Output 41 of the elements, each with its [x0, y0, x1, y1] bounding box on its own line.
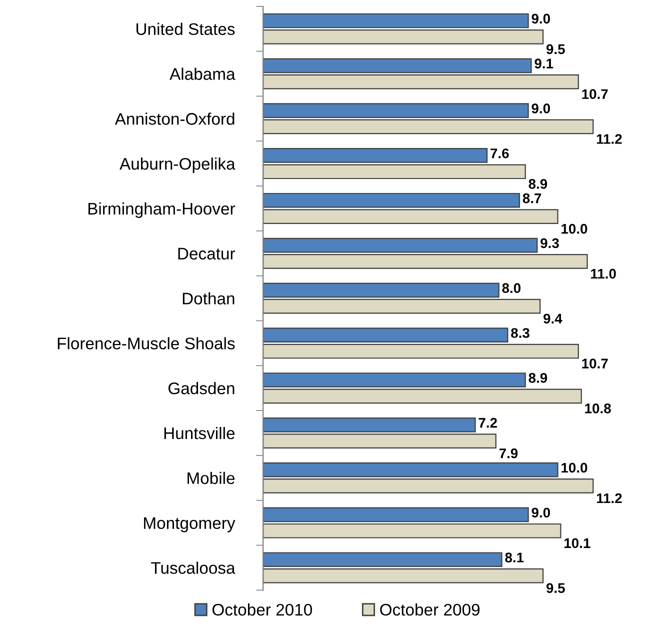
y-tick-label: Mobile [188, 472, 235, 484]
data-label: 10.0 [562, 224, 588, 234]
legend-label: October 2009 [380, 603, 480, 616]
data-label: 7.6 [490, 148, 509, 158]
data-label: 9.4 [544, 314, 562, 324]
data-label: 9.0 [532, 104, 550, 114]
data-label: 8.0 [502, 283, 521, 294]
data-label: 8.9 [528, 178, 548, 189]
data-label: 7.2 [478, 418, 497, 428]
data-label: 8.3 [511, 328, 530, 338]
y-tick-label: United States [136, 22, 235, 36]
y-tick-label: Tuscaloosa [151, 562, 236, 574]
y-tick-label: Florence-Muscle Shoals [58, 337, 235, 350]
y-tick-label: Decatur [178, 248, 236, 260]
data-label: 8.1 [505, 552, 524, 562]
data-label: 10.7 [582, 89, 608, 100]
y-tick-label: Alabama [170, 68, 236, 80]
y-tick-label: Gadsden [168, 382, 234, 394]
data-label: 10.8 [585, 404, 611, 414]
y-tick-label: Auburn-Opelika [120, 158, 236, 174]
data-label: 11.0 [591, 268, 616, 279]
y-tick-label: Dothan [182, 292, 234, 304]
data-label: 8.9 [528, 372, 548, 383]
y-tick-label: Huntsville [164, 426, 235, 440]
data-label: 7.9 [499, 448, 518, 458]
data-label: 9.5 [546, 583, 565, 593]
data-label: 10.0 [562, 462, 588, 473]
y-tick-label: Birmingham-Hoover [88, 202, 236, 218]
data-label: 9.5 [546, 44, 565, 54]
data-label: 9.0 [532, 14, 550, 24]
data-label: 8.7 [522, 193, 542, 204]
data-label: 10.1 [564, 538, 590, 548]
data-label: 11.2 [596, 134, 622, 144]
data-label: 9.1 [534, 58, 554, 68]
data-label: 11.2 [596, 493, 622, 504]
data-label: 9.3 [540, 238, 559, 248]
y-tick-label: Montgomery [144, 517, 236, 532]
data-label: 9.0 [532, 508, 550, 518]
legend-label: October 2010 [212, 603, 312, 616]
y-tick-label: Anniston-Oxford [114, 112, 234, 125]
data-label: 10.7 [582, 358, 608, 368]
